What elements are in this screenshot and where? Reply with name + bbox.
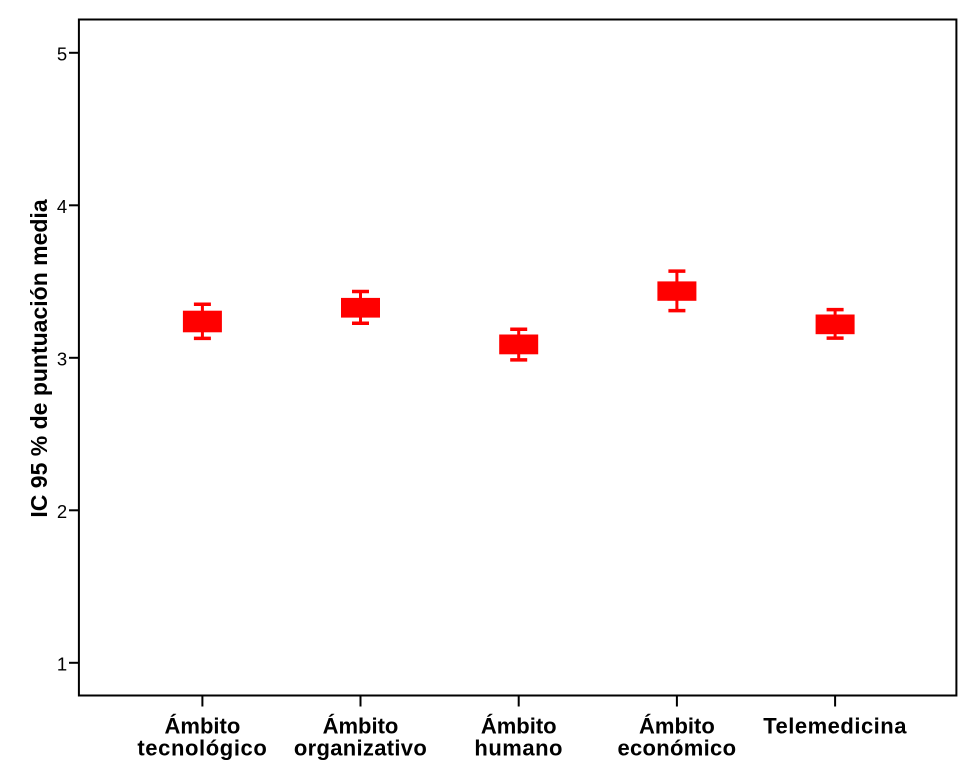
svg-text:organizativo: organizativo: [294, 736, 427, 761]
svg-text:tecnológico: tecnológico: [137, 736, 267, 761]
svg-text:1: 1: [57, 653, 67, 674]
svg-text:Ámbito: Ámbito: [323, 713, 399, 738]
svg-text:2: 2: [57, 501, 67, 522]
svg-text:3: 3: [57, 348, 67, 369]
svg-text:4: 4: [57, 196, 67, 217]
svg-text:Ámbito: Ámbito: [481, 713, 557, 738]
svg-text:económico: económico: [617, 736, 736, 761]
svg-text:Ámbito: Ámbito: [639, 713, 715, 738]
svg-text:Telemedicina: Telemedicina: [763, 713, 907, 738]
svg-text:IC 95 % de puntuación media: IC 95 % de puntuación media: [26, 199, 52, 517]
svg-text:Ámbito: Ámbito: [165, 713, 241, 738]
svg-text:humano: humano: [474, 736, 563, 761]
svg-text:5: 5: [57, 43, 67, 64]
